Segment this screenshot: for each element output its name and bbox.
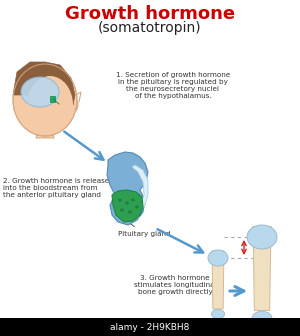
Text: 2. Growth hormone is released
into the bloodstream from
the anterior pituitary g: 2. Growth hormone is released into the b…: [3, 178, 114, 198]
Ellipse shape: [118, 199, 122, 202]
Bar: [0, 318, 300, 336]
Ellipse shape: [13, 64, 77, 136]
Text: Pituitary gland: Pituitary gland: [118, 218, 171, 237]
Polygon shape: [13, 62, 75, 108]
Polygon shape: [112, 190, 143, 222]
Polygon shape: [107, 152, 148, 225]
Text: 3. Growth hormone
stimulates longitudinal
bone growth directly: 3. Growth hormone stimulates longitudina…: [134, 275, 216, 295]
Ellipse shape: [128, 210, 132, 213]
Ellipse shape: [247, 225, 277, 249]
Polygon shape: [132, 165, 148, 218]
Polygon shape: [36, 128, 54, 138]
Ellipse shape: [208, 250, 228, 266]
Ellipse shape: [252, 311, 272, 325]
Polygon shape: [212, 251, 224, 309]
Text: Growth hormone: Growth hormone: [65, 5, 235, 23]
Ellipse shape: [68, 98, 78, 112]
Ellipse shape: [131, 199, 135, 202]
Ellipse shape: [125, 202, 129, 205]
Polygon shape: [253, 226, 271, 310]
Ellipse shape: [135, 206, 139, 209]
Ellipse shape: [27, 76, 73, 134]
Ellipse shape: [212, 309, 225, 319]
Polygon shape: [50, 96, 55, 102]
Ellipse shape: [21, 77, 59, 107]
Text: (somatotropin): (somatotropin): [98, 21, 202, 35]
Text: alamy - 2H9KBH8: alamy - 2H9KBH8: [110, 323, 190, 332]
Ellipse shape: [120, 209, 124, 211]
Text: 1. Secretion of growth hormone
in the pituitary is regulated by
the neurosecreto: 1. Secretion of growth hormone in the pi…: [116, 72, 230, 99]
